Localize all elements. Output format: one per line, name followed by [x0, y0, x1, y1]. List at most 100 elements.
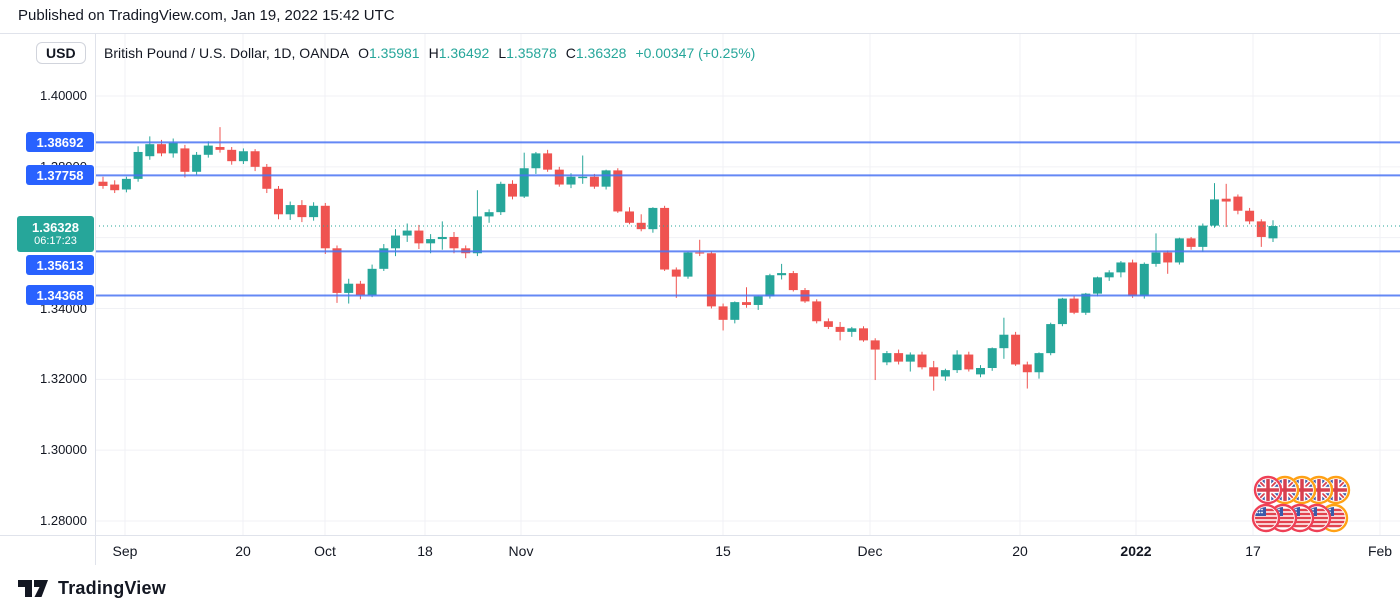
chart-legend: British Pound / U.S. Dollar, 1D, OANDA O…	[104, 45, 755, 61]
ohlc-o: O1.35981	[358, 45, 420, 61]
country-flags-decoration	[1251, 475, 1351, 533]
candle	[332, 245, 342, 303]
candle	[1034, 352, 1044, 379]
candle	[121, 176, 131, 193]
price-tick-label: 1.30000	[40, 442, 87, 458]
change-value: +0.00347 (+0.25%)	[635, 45, 756, 61]
candle	[110, 180, 120, 194]
time-tick-label: 20	[235, 543, 251, 559]
candle	[929, 360, 939, 391]
time-tick-label: Feb	[1368, 543, 1392, 559]
current-price-badge: 1.36328 06:17:23	[17, 216, 94, 253]
publish-bar: Published on TradingView.com, Jan 19, 20…	[0, 0, 1400, 33]
candle	[1221, 183, 1231, 228]
candle	[1268, 220, 1278, 242]
candle	[940, 368, 950, 381]
candle	[1093, 276, 1102, 297]
candle	[730, 301, 740, 324]
candle	[379, 244, 389, 271]
price-tick-label: 1.32000	[40, 371, 87, 387]
candle	[718, 303, 728, 331]
candle	[355, 280, 365, 300]
candle	[180, 144, 190, 178]
candle	[601, 169, 611, 190]
time-tick-label: Sep	[113, 543, 138, 559]
candle	[894, 349, 904, 365]
candle	[449, 232, 459, 254]
candle	[1057, 297, 1067, 327]
candle	[414, 224, 424, 250]
candle	[98, 176, 108, 189]
candle	[203, 141, 213, 158]
candle	[987, 347, 997, 371]
publish-text: Published on TradingView.com, Jan 19, 20…	[18, 7, 395, 24]
currency-scale-button[interactable]: USD	[36, 42, 86, 64]
candle	[1139, 262, 1149, 299]
candle	[695, 239, 705, 257]
candle	[297, 200, 307, 223]
symbol-title[interactable]: British Pound / U.S. Dollar, 1D, OANDA	[104, 45, 350, 61]
candle	[859, 326, 868, 342]
candle	[496, 181, 506, 216]
candle	[660, 205, 670, 271]
ohlc-values: O1.35981 H1.36492 L1.35878 C1.36328	[358, 45, 626, 61]
candle	[192, 151, 202, 175]
candle	[952, 350, 962, 373]
candle	[671, 267, 681, 298]
time-tick-label: Nov	[509, 543, 534, 559]
grid-layer	[95, 34, 1400, 535]
candle	[227, 147, 237, 165]
candle	[812, 299, 822, 324]
candle	[262, 164, 272, 194]
candle	[1116, 261, 1126, 278]
time-tick-label: Dec	[858, 543, 883, 559]
time-tick-label: 15	[715, 543, 731, 559]
candle	[238, 148, 248, 165]
price-rays-layer[interactable]	[95, 141, 1400, 297]
candle	[554, 166, 564, 187]
candle	[1186, 236, 1196, 250]
time-axis[interactable]	[0, 536, 1400, 565]
candle	[250, 149, 260, 172]
ohlc-h: H1.36492	[428, 45, 490, 61]
candle	[1163, 250, 1173, 274]
candle	[215, 127, 225, 153]
candle	[742, 287, 751, 308]
time-tick-label: 17	[1245, 543, 1261, 559]
time-labels: Sep 20 Oct 18 Nov 15 Dec 20 2022 17 Feb	[113, 543, 1393, 559]
candle	[1081, 292, 1091, 315]
candle	[1245, 207, 1255, 225]
price-axis[interactable]: 1.400001.380001.340001.320001.300001.280…	[0, 34, 95, 565]
candle	[1104, 270, 1114, 281]
candle	[847, 326, 857, 337]
candle	[578, 155, 588, 184]
candle	[344, 278, 354, 304]
us-flag-icon	[1251, 503, 1281, 533]
candle	[870, 338, 880, 381]
candle	[882, 351, 892, 366]
candle	[648, 207, 658, 233]
price-line-badge: 1.35613	[26, 255, 94, 275]
candle	[1151, 233, 1161, 267]
candle	[320, 202, 330, 254]
candle	[753, 295, 763, 310]
footer-bar: TradingView	[0, 566, 1400, 610]
candle	[1128, 259, 1138, 298]
tradingview-logo-link[interactable]: TradingView	[16, 575, 166, 601]
time-tick-label: Oct	[314, 543, 336, 559]
brand-text: TradingView	[58, 577, 166, 598]
candle	[1210, 183, 1219, 228]
candle	[1198, 223, 1208, 252]
candle	[976, 365, 985, 378]
price-line-badge: 1.34368	[26, 285, 94, 306]
candle	[543, 149, 553, 172]
candle	[1233, 194, 1243, 215]
price-line-badge: 1.37758	[26, 165, 94, 186]
time-tick-label: 2022	[1120, 543, 1151, 559]
ohlc-c: C1.36328	[565, 45, 627, 61]
candle	[484, 209, 494, 223]
candle	[1011, 331, 1021, 366]
candle	[917, 351, 927, 370]
